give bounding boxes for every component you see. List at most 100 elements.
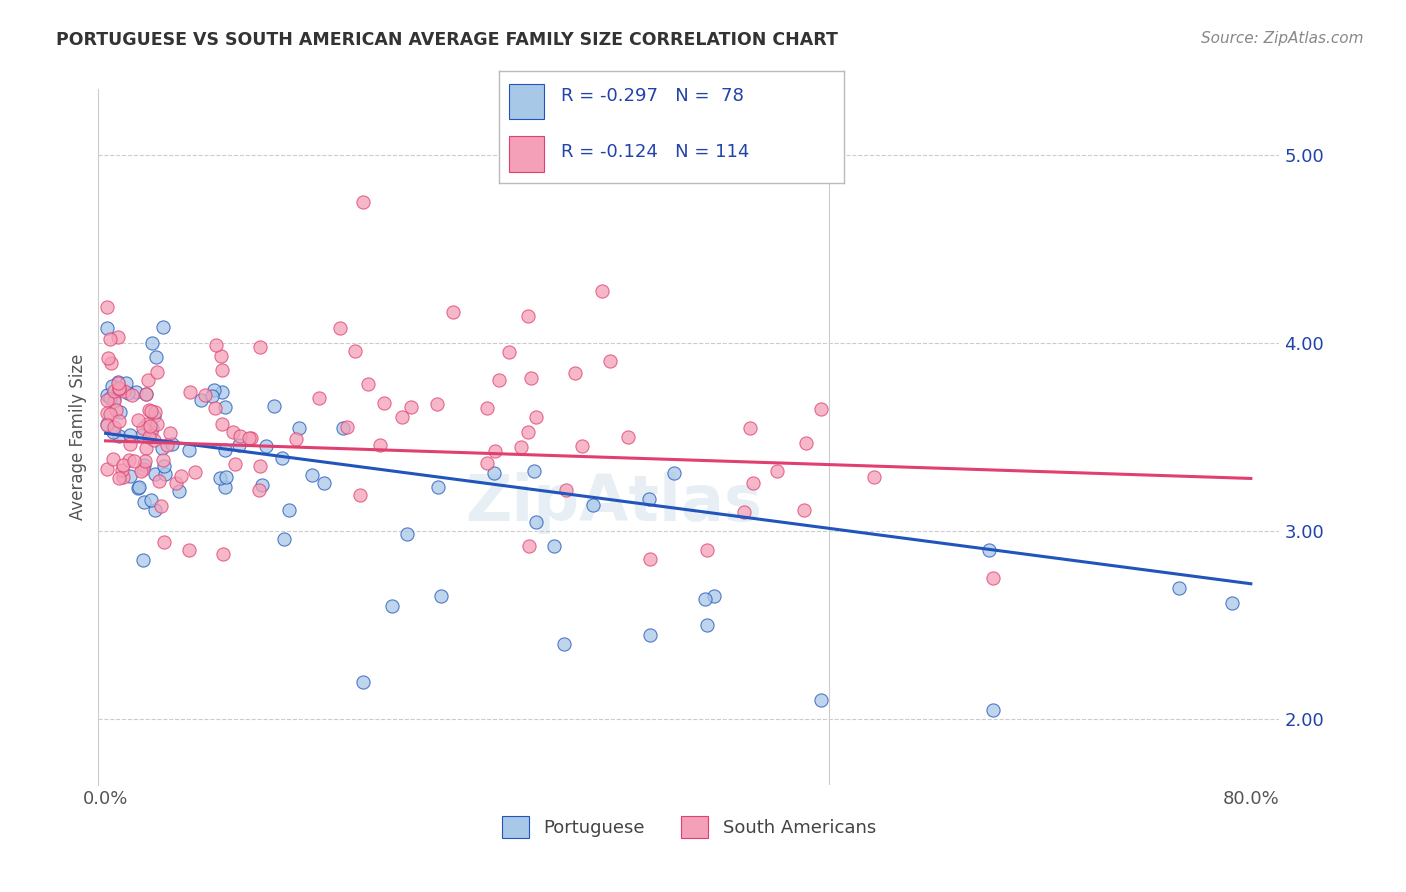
Point: [349, 488, 371, 502]
Point: [591, 285, 613, 299]
Point: [117, 386, 139, 401]
FancyBboxPatch shape: [509, 84, 544, 120]
Point: [352, 674, 374, 689]
Point: [517, 539, 540, 553]
Point: [214, 400, 236, 414]
Point: [368, 437, 391, 451]
Point: [662, 466, 685, 480]
Point: [107, 376, 129, 390]
Point: [742, 475, 765, 490]
Point: [127, 413, 149, 427]
Point: [498, 344, 520, 359]
Point: [152, 459, 174, 474]
Point: [111, 462, 134, 476]
Point: [426, 480, 449, 494]
Point: [564, 366, 586, 380]
Point: [108, 414, 131, 428]
Point: [373, 396, 395, 410]
Point: [103, 394, 125, 409]
Point: [201, 389, 224, 403]
Point: [356, 377, 378, 392]
Point: [204, 338, 226, 352]
Point: [488, 373, 510, 387]
Point: [981, 703, 1004, 717]
Point: [118, 437, 141, 451]
Point: [638, 552, 661, 566]
Text: Source: ZipAtlas.com: Source: ZipAtlas.com: [1201, 31, 1364, 46]
Point: [167, 484, 190, 499]
Point: [131, 421, 153, 435]
Point: [135, 417, 157, 431]
Point: [100, 356, 122, 370]
Point: [517, 425, 540, 439]
Point: [149, 499, 172, 513]
Point: [696, 618, 718, 632]
Point: [103, 392, 125, 406]
Point: [335, 419, 357, 434]
Point: [695, 591, 717, 606]
Point: [152, 535, 174, 549]
Point: [211, 362, 233, 376]
Point: [132, 495, 155, 509]
Point: [430, 589, 453, 603]
Point: [118, 453, 141, 467]
Point: [381, 599, 404, 614]
Point: [401, 401, 423, 415]
Y-axis label: Average Family Size: Average Family Size: [69, 354, 87, 520]
Point: [554, 483, 576, 497]
Point: [977, 543, 1000, 558]
Point: [214, 480, 236, 494]
Point: [165, 476, 187, 491]
Point: [136, 373, 159, 387]
Point: [215, 470, 238, 484]
Point: [108, 471, 131, 485]
Point: [128, 480, 150, 494]
Point: [553, 637, 575, 651]
Point: [475, 401, 498, 415]
Point: [194, 388, 217, 402]
Point: [228, 438, 250, 452]
Point: [132, 458, 155, 472]
Point: [177, 543, 200, 558]
Point: [139, 419, 162, 434]
Point: [135, 387, 157, 401]
Point: [249, 458, 271, 473]
Point: [156, 438, 179, 452]
Point: [141, 336, 163, 351]
Point: [132, 552, 155, 566]
Point: [793, 503, 815, 517]
Point: [308, 391, 330, 405]
Point: [517, 310, 540, 324]
Point: [696, 542, 718, 557]
Point: [522, 464, 544, 478]
Point: [441, 305, 464, 319]
Point: [124, 385, 146, 400]
FancyBboxPatch shape: [509, 136, 544, 171]
Point: [211, 384, 233, 399]
Point: [475, 456, 498, 470]
Point: [263, 400, 285, 414]
Point: [101, 425, 124, 439]
Point: [101, 451, 124, 466]
Point: [277, 503, 299, 517]
Point: [96, 393, 118, 408]
Point: [733, 505, 755, 519]
Point: [108, 405, 131, 419]
Point: [120, 469, 142, 483]
Point: [543, 539, 565, 553]
Point: [810, 693, 832, 707]
Point: [152, 453, 174, 467]
Point: [271, 451, 294, 466]
Point: [352, 194, 374, 209]
Point: [103, 384, 125, 398]
Point: [148, 474, 170, 488]
Point: [127, 481, 149, 495]
Point: [484, 443, 506, 458]
Point: [146, 417, 169, 432]
Point: [142, 434, 165, 448]
Point: [96, 321, 118, 335]
Point: [332, 420, 354, 434]
Point: [108, 428, 131, 442]
Text: R = -0.297   N =  78: R = -0.297 N = 78: [561, 87, 744, 105]
Point: [97, 351, 120, 365]
